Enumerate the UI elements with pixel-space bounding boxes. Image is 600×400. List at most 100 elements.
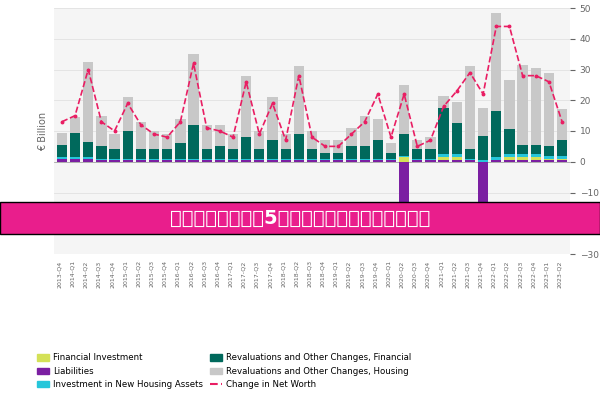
Bar [333,159,343,160]
Bar [425,137,436,150]
Bar [491,111,502,157]
Bar [83,159,94,162]
Bar [254,150,265,159]
Bar [294,159,304,160]
Bar [122,131,133,159]
Bar [241,76,251,137]
Bar [373,119,383,140]
Bar [83,157,94,159]
Bar [149,159,159,160]
Bar [399,157,409,162]
Bar [109,150,119,159]
Legend: Financial Investment, Liabilities, Investment in New Housing Assets, Revaluation: Financial Investment, Liabilities, Inves… [34,351,415,392]
Bar [149,150,159,159]
Bar [294,134,304,159]
Bar [281,134,291,150]
Bar [83,62,94,142]
Bar [149,160,159,162]
Bar [254,131,265,150]
Bar [478,160,488,162]
Bar [373,140,383,159]
Bar [346,159,356,160]
Bar [268,160,278,162]
Bar [254,160,265,162]
Bar [544,72,554,146]
Bar [136,150,146,159]
Bar [439,96,449,108]
Bar [320,160,330,162]
Bar [162,160,172,162]
Bar [281,160,291,162]
Bar [228,159,238,160]
Bar [505,130,515,154]
Bar [491,160,502,162]
Bar [57,157,67,159]
Bar [386,160,396,162]
Bar [149,131,159,150]
Bar [412,160,422,162]
Bar [465,159,475,160]
Bar [320,152,330,159]
Bar [294,66,304,134]
Bar [215,125,225,146]
Bar [83,142,94,157]
Bar [505,154,515,157]
Bar [109,160,119,162]
Bar [307,159,317,160]
Bar [517,160,528,162]
Bar [333,152,343,159]
Bar [122,160,133,162]
Bar [530,154,541,157]
Bar [228,134,238,150]
Bar [399,134,409,156]
Bar [202,150,212,159]
Bar [162,150,172,159]
Bar [57,132,67,145]
Bar [544,156,554,159]
Bar [241,137,251,159]
Bar [557,140,567,156]
Bar [215,160,225,162]
Bar [517,145,528,154]
Bar [517,154,528,157]
Bar [557,110,567,140]
Bar [399,156,409,157]
Bar [359,160,370,162]
Bar [544,146,554,156]
Bar [333,140,343,152]
Bar [452,123,462,154]
Bar [412,150,422,159]
Bar [188,160,199,162]
Text: 贝恩资本计划未来5年内将其在日本投资规模翻番: 贝恩资本计划未来5年内将其在日本投资规模翻番 [170,208,430,228]
Bar [241,159,251,160]
Bar [359,116,370,146]
Bar [425,159,436,160]
Bar [412,140,422,150]
Bar [505,157,515,160]
Bar [109,134,119,150]
Bar [307,160,317,162]
Bar [188,125,199,159]
Bar [478,108,488,136]
Bar [320,159,330,160]
Bar [386,159,396,160]
Bar [57,159,67,162]
Bar [109,159,119,160]
Bar [175,159,185,160]
Bar [386,152,396,159]
Bar [530,68,541,145]
Bar [175,160,185,162]
Bar [452,102,462,123]
Bar [491,13,502,111]
Bar [162,159,172,160]
Bar [544,159,554,160]
Bar [228,150,238,159]
Bar [241,160,251,162]
Bar [465,160,475,162]
Bar [215,159,225,160]
Y-axis label: € Billion: € Billion [38,112,49,150]
Bar [70,157,80,159]
Bar [452,154,462,157]
Bar [268,159,278,160]
Bar [517,157,528,160]
